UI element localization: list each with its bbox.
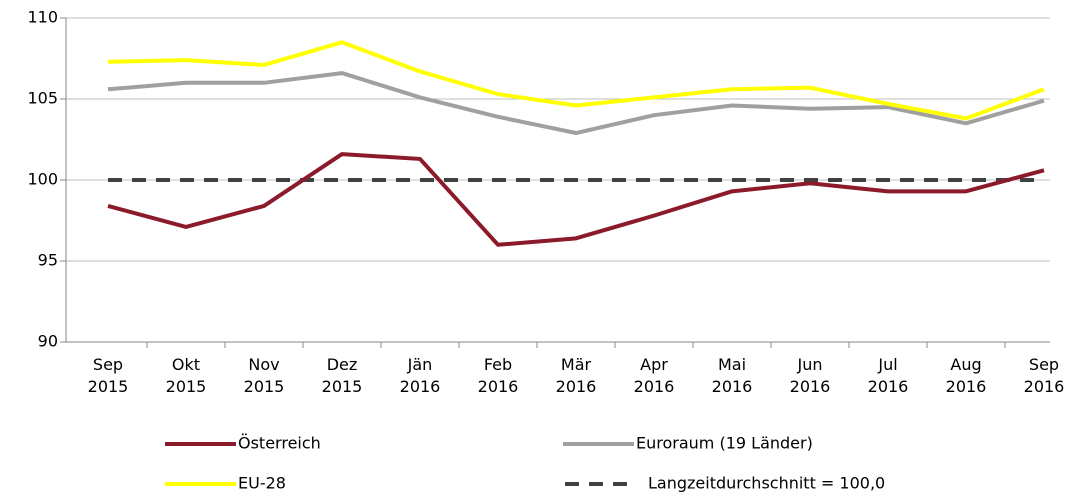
x-tick-label: Jän 2016 <box>399 355 441 396</box>
y-tick-label: 95 <box>38 251 58 270</box>
x-tick-label: Sep 2015 <box>87 355 129 396</box>
x-tick-label: Nov 2015 <box>243 355 285 396</box>
y-tick-label: 105 <box>27 89 58 108</box>
x-tick-label: Jun 2016 <box>789 355 831 396</box>
series-line <box>107 71 1045 136</box>
x-tick-label: Okt 2015 <box>165 355 207 396</box>
x-tick-label: Mär 2016 <box>555 355 597 396</box>
x-tick-label: Apr 2016 <box>633 355 675 396</box>
series-line <box>107 40 1045 121</box>
legend-label: Langzeitdurchschnitt = 100,0 <box>648 474 885 493</box>
x-tick-label: Mai 2016 <box>711 355 753 396</box>
series-line <box>107 152 1045 247</box>
legend-label: Euroraum (19 Länder) <box>636 434 813 453</box>
x-tick-label: Dez 2015 <box>321 355 363 396</box>
legend-label: EU-28 <box>238 474 286 493</box>
x-tick-label: Aug 2016 <box>945 355 987 396</box>
y-tick-label: 110 <box>27 8 58 27</box>
x-tick-label: Jul 2016 <box>867 355 909 396</box>
x-tick-label: Feb 2016 <box>477 355 519 396</box>
y-tick-label: 90 <box>38 332 58 351</box>
x-tick-label: Sep 2016 <box>1023 355 1065 396</box>
legend-label: Österreich <box>238 434 321 453</box>
y-tick-label: 100 <box>27 170 58 189</box>
